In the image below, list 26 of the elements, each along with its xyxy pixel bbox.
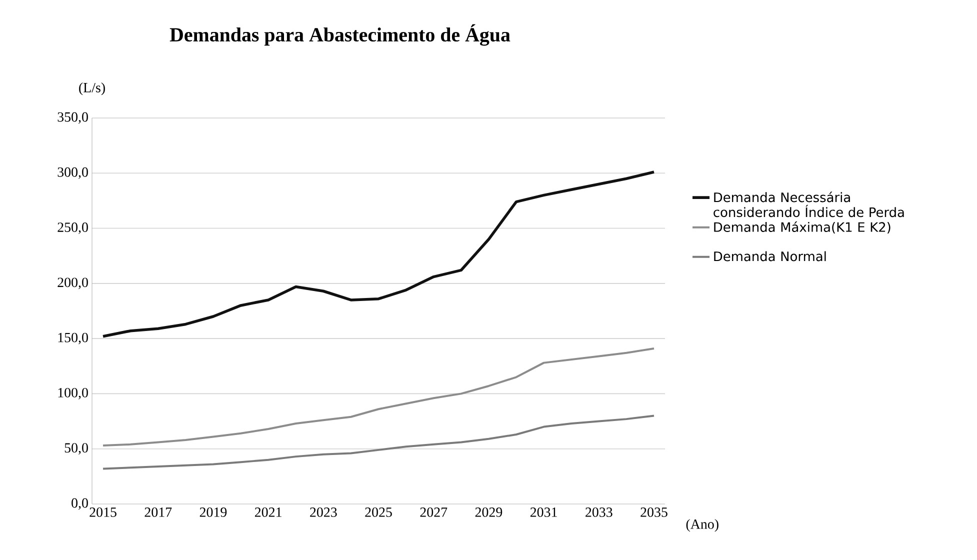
y-axis-title: (L/s) <box>79 82 105 96</box>
legend-label: Demanda Necessária considerando Índice de Perda <box>714 192 904 218</box>
x-tick-label: 2033 <box>586 508 612 517</box>
x-axis-title: (Ano) <box>686 519 718 532</box>
y-tick-label: 250,0 <box>58 222 88 234</box>
line-series <box>102 170 656 338</box>
chart-title: Demandas para Abastecimento de Água <box>170 24 510 46</box>
y-tick-label: 300,0 <box>58 167 88 179</box>
y-tick-label: 150,0 <box>58 332 88 344</box>
x-tick-label: 2019 <box>200 508 227 517</box>
legend-label: Demanda Máxima(K1 E K2) <box>714 221 890 234</box>
x-tick-label: 2015 <box>90 508 116 517</box>
x-tick-label: 2029 <box>475 508 502 517</box>
x-tick-label: 2025 <box>365 508 392 517</box>
legend-label: Demanda Normal <box>714 251 826 262</box>
x-tick-label: 2027 <box>420 508 448 517</box>
x-tick-label: 2021 <box>254 508 282 517</box>
y-tick-label: 0,0 <box>72 498 88 510</box>
y-tick-label: 50,0 <box>64 443 88 455</box>
y-tick-label: 100,0 <box>58 388 88 400</box>
x-tick-label: 2031 <box>530 508 557 517</box>
y-tick-label: 350,0 <box>58 112 88 124</box>
y-tick-label: 200,0 <box>58 278 88 290</box>
x-tick-label: 2035 <box>640 508 668 517</box>
x-tick-label: 2017 <box>144 508 172 517</box>
x-tick-label: 2023 <box>310 508 337 517</box>
